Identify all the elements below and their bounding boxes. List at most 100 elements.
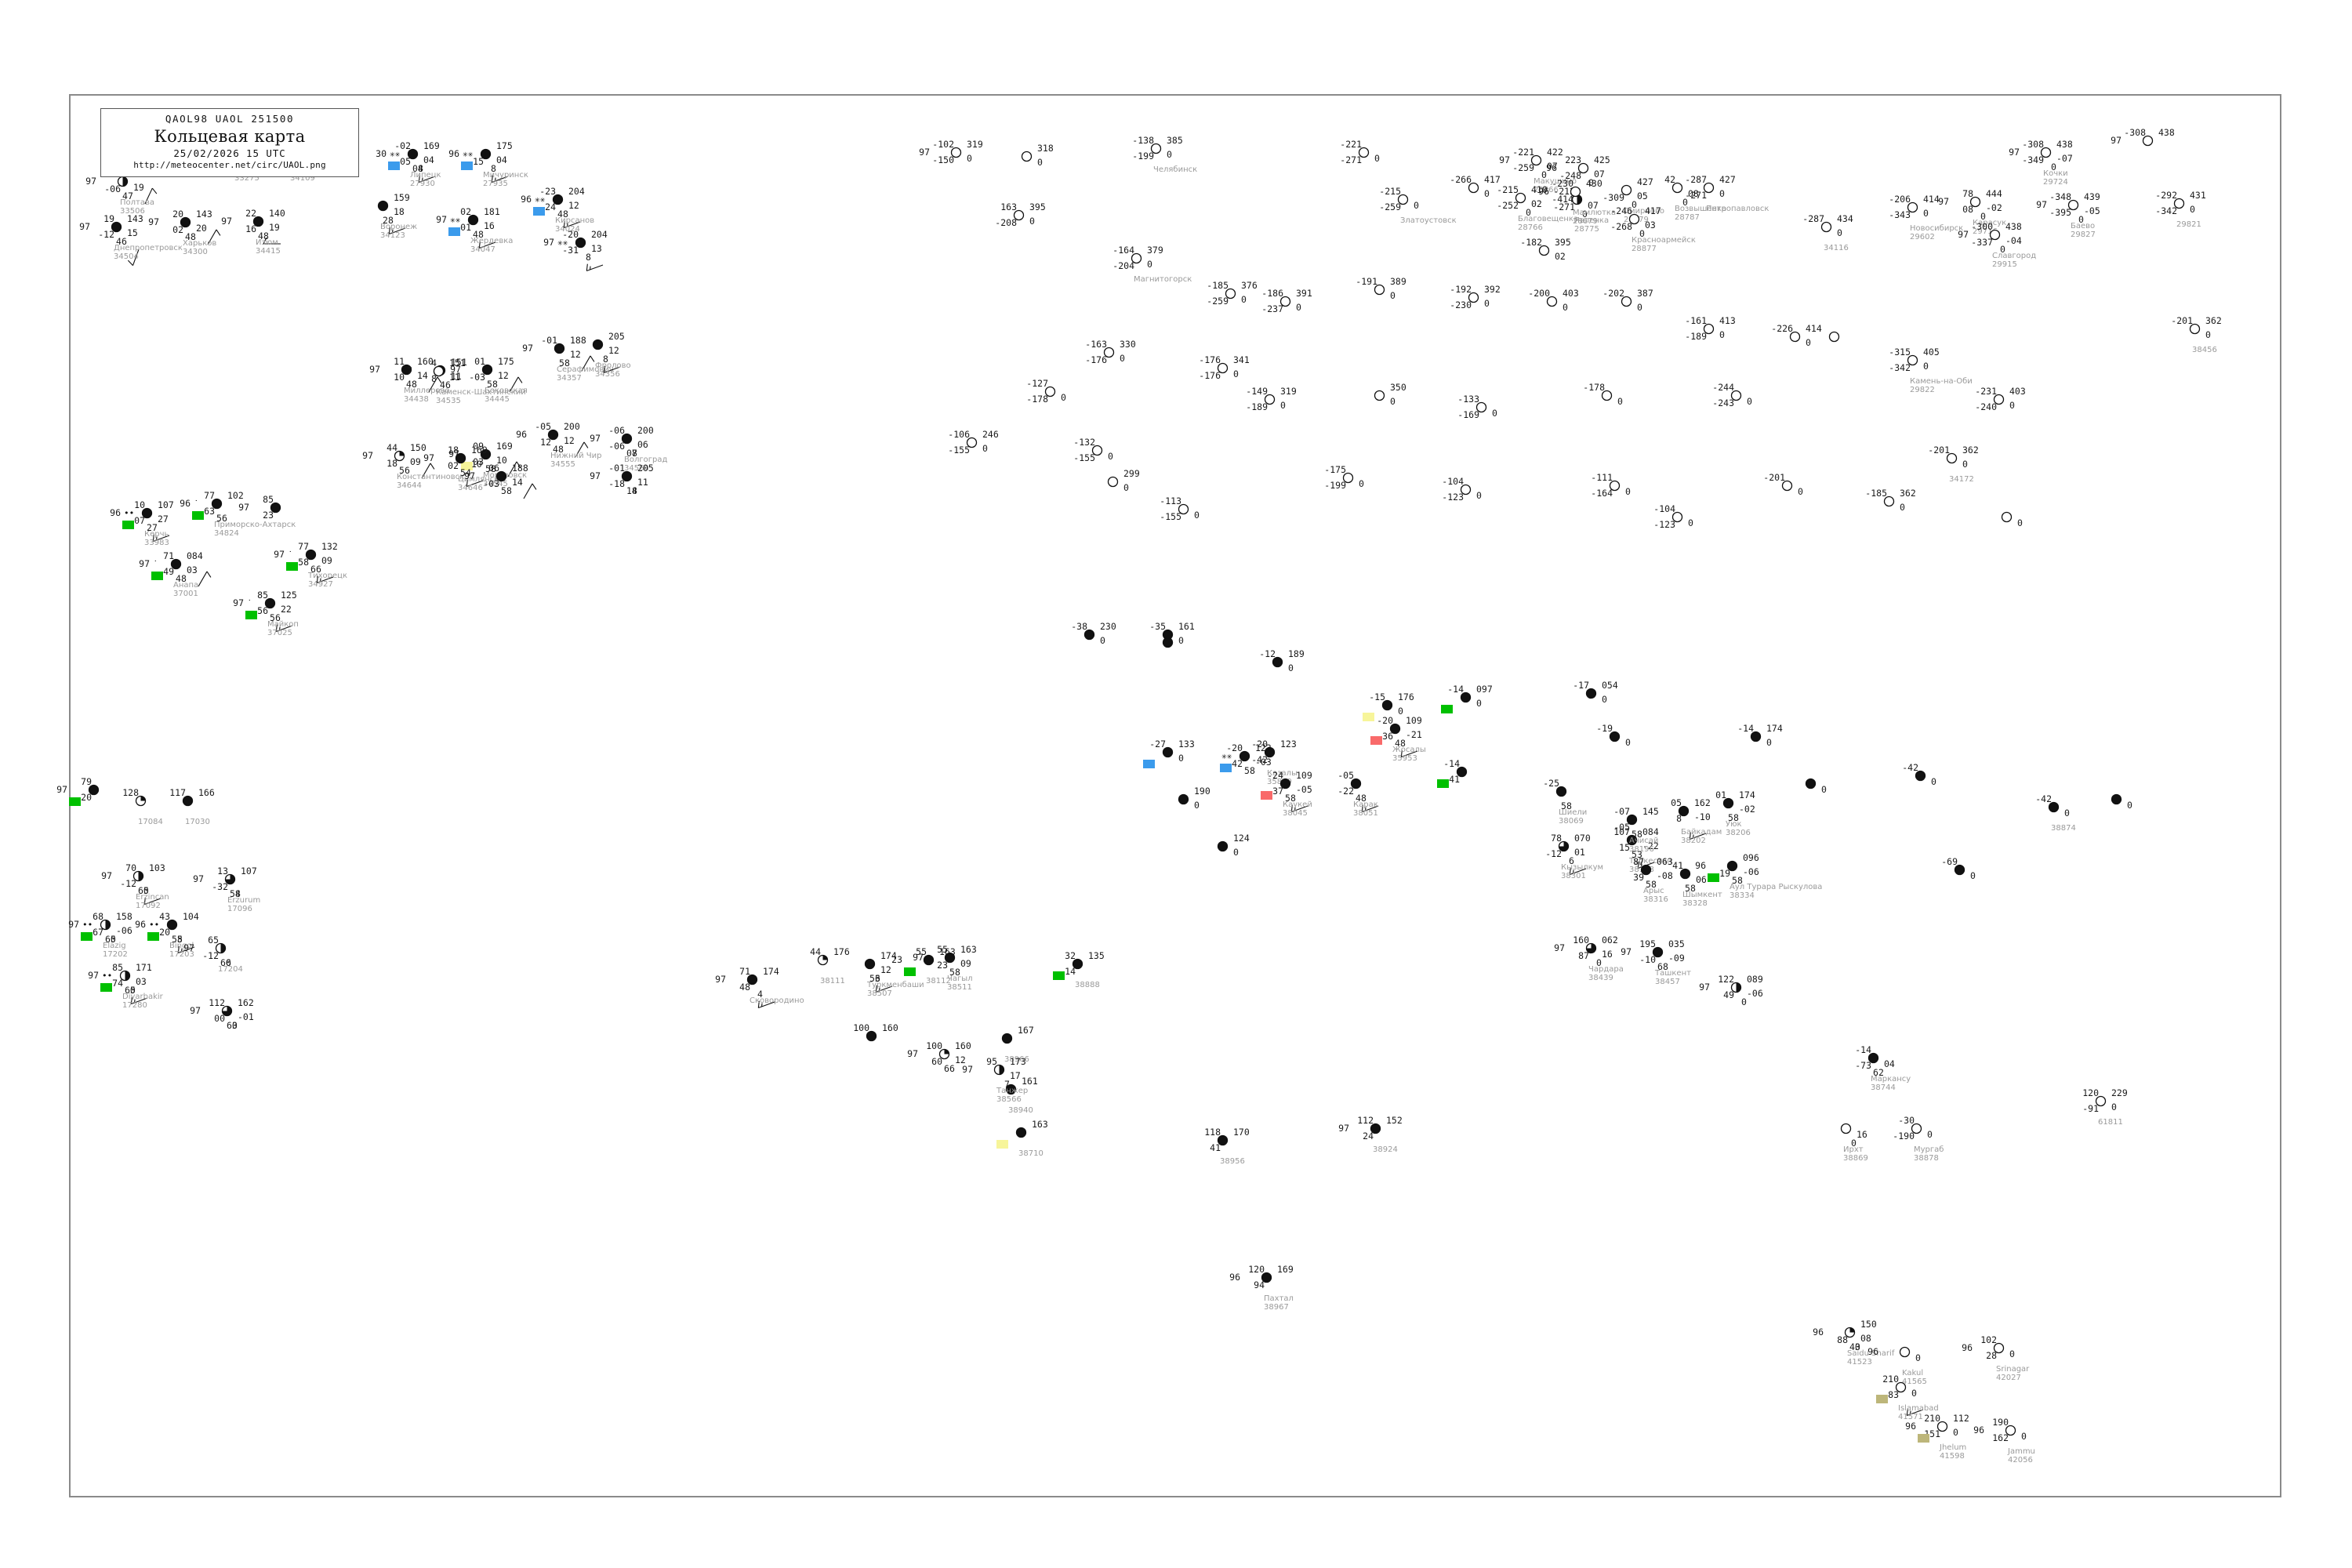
mid-cloud-code: 2 [147, 522, 152, 533]
dewpoint-value: -271 [1340, 154, 1362, 165]
pressure-value: 319 [967, 139, 983, 150]
visibility-code: 97 [2036, 199, 2047, 210]
dewpoint-value: 48 [739, 982, 750, 993]
dewpoint-value: 00 [214, 1013, 225, 1024]
station-label: Магнитогорск [1134, 275, 1192, 285]
dewpoint-value: 23 [263, 510, 274, 521]
mid-cloud-code: 6 [1873, 1067, 1878, 1078]
dewpoint-value: 12 [540, 437, 551, 448]
pressure-value: 107 [158, 499, 174, 510]
mid-cloud-code: 4 [553, 444, 558, 455]
visibility-code: 97 [1554, 942, 1565, 953]
pressure-value: 175 [498, 356, 514, 367]
station-name: Приморско-Ахтарск [214, 521, 296, 529]
temperature-value: 100 [853, 1022, 869, 1033]
map-title: Кольцевая карта [154, 127, 306, 146]
station-label: Кызылкум 38301 [1561, 863, 1603, 880]
present-weather-icon: •• [82, 920, 93, 930]
pressure-value: 392 [1484, 284, 1501, 295]
visibility-code: 96 [135, 919, 146, 930]
pressure-tendency: -21 [1406, 729, 1422, 740]
pressure-tendency: -10 [1694, 811, 1711, 822]
cloud-cover-icon [1730, 981, 1743, 994]
station-name: Карак [1353, 800, 1378, 809]
low-cloud-code: 5 [143, 885, 149, 896]
wind-barb-icon [382, 205, 429, 255]
station-label: Славгород 29915 [1992, 252, 2036, 269]
pressure-value: 204 [568, 186, 585, 197]
station-label: Казалы 35849 [1267, 769, 1298, 786]
cloud-cover-icon [1459, 483, 1472, 496]
temperature-value: 122 [1718, 974, 1734, 985]
station-name: Srinagar [1996, 1365, 2030, 1374]
pressure-value: 124 [1233, 833, 1250, 844]
dewpoint-value: 151 [1924, 1428, 1940, 1439]
temperature-value: -01 [608, 463, 625, 474]
station-name: Липецк [410, 171, 441, 180]
cloud-cover-icon [1537, 244, 1551, 257]
temperature-value: 70 [125, 862, 136, 873]
station-label: Жердевка 34047 [470, 237, 513, 254]
pressure-value: 376 [1241, 280, 1258, 291]
station-name: Харьков [183, 239, 217, 248]
pressure-tendency: -06 [116, 925, 132, 936]
pressure-tendency: 0 [967, 153, 972, 164]
station-label: Полтава 33506 [120, 198, 154, 216]
mid-cloud-code: 53 [869, 973, 880, 984]
temperature-value: -186 [1261, 288, 1283, 299]
station-label: 38966 [1004, 1055, 1029, 1065]
station-wmo-id: 41571 [1898, 1412, 1923, 1421]
low-cloud-code: 6 [122, 236, 127, 247]
cloud-cover-icon [574, 236, 587, 249]
station-label: Жосалы 35953 [1392, 746, 1426, 763]
temperature-value: -287 [1685, 174, 1707, 185]
station-name: Баево [2071, 222, 2096, 230]
pressure-tendency: 0 [2009, 1348, 2015, 1359]
pressure-value: 379 [1147, 245, 1163, 256]
cloud-cover-icon [1671, 181, 1684, 194]
station-label: Фролово 34356 [595, 361, 631, 379]
dewpoint-value: -342 [1889, 362, 1911, 373]
station-label: Челябинск [1153, 165, 1197, 175]
temperature-value: 55 [916, 946, 927, 957]
cloud-cover-icon [1677, 804, 1690, 818]
cloud-cover-icon [943, 951, 956, 964]
cloud-cover-icon [1702, 181, 1715, 194]
visibility-code: 97 [522, 343, 533, 354]
station-name: Воронеж [380, 223, 418, 231]
dewpoint-value: -178 [1026, 394, 1048, 405]
pressure-value: 143 [127, 213, 143, 224]
temperature-value: 20 [172, 209, 183, 220]
mid-cloud-code: 4 [176, 573, 181, 584]
station-wmo-id: 38069 [1559, 816, 1584, 826]
station-wmo-id: 27935 [483, 179, 508, 188]
station-label: 17030 [185, 818, 210, 827]
map-canvas[interactable] [69, 94, 2281, 1497]
pressure-tendency: 11 [637, 477, 648, 488]
weather-color-block [1708, 873, 1719, 882]
map-datetime: 25/02/2026 15 UTC [173, 147, 286, 159]
pressure-tendency: 0 [1233, 847, 1239, 858]
dewpoint-value: -240 [1975, 401, 1997, 412]
dewpoint-value: 02 [448, 460, 459, 471]
cloud-cover-icon [620, 470, 633, 483]
dewpoint-value: -06 [104, 183, 121, 194]
wind-barb-icon [597, 343, 644, 394]
station-wmo-id: 29822 [1910, 385, 1935, 394]
pressure-tendency: 0 [1178, 753, 1184, 764]
dewpoint-value: 49 [163, 566, 174, 577]
station-name: Славгород [1992, 252, 2037, 260]
source-url: http://meteocenter.net/circ/UAOL.png [133, 160, 326, 170]
cloud-cover-icon [922, 953, 935, 967]
low-cloud-code: 6 [405, 465, 410, 476]
pressure-tendency: 13 [591, 243, 602, 254]
dewpoint-value: 56 [257, 605, 268, 616]
weather-color-block [286, 562, 298, 571]
station-wmo-id: 61811 [2098, 1118, 2123, 1127]
pressure-tendency: 0 [2190, 204, 2195, 215]
low-cloud-code: 8 [388, 215, 394, 226]
cloud-cover-icon [2188, 322, 2201, 336]
station-wmo-id: 38301 [1561, 871, 1586, 880]
pressure-value: 229 [2111, 1087, 2128, 1098]
dewpoint-value: 87 [1578, 950, 1589, 961]
